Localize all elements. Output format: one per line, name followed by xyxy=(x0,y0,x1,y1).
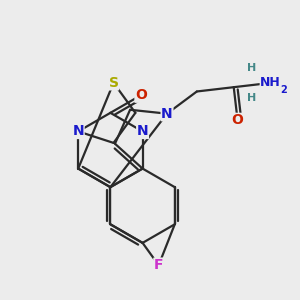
Text: H: H xyxy=(248,93,257,103)
Text: O: O xyxy=(135,88,147,102)
Text: H: H xyxy=(248,63,257,73)
Text: N: N xyxy=(161,107,173,121)
Text: 2: 2 xyxy=(280,85,287,95)
Text: N: N xyxy=(72,124,84,138)
Text: O: O xyxy=(232,113,244,128)
Text: F: F xyxy=(154,258,164,272)
Text: NH: NH xyxy=(260,76,281,89)
Text: S: S xyxy=(109,76,118,90)
Text: N: N xyxy=(137,124,148,138)
